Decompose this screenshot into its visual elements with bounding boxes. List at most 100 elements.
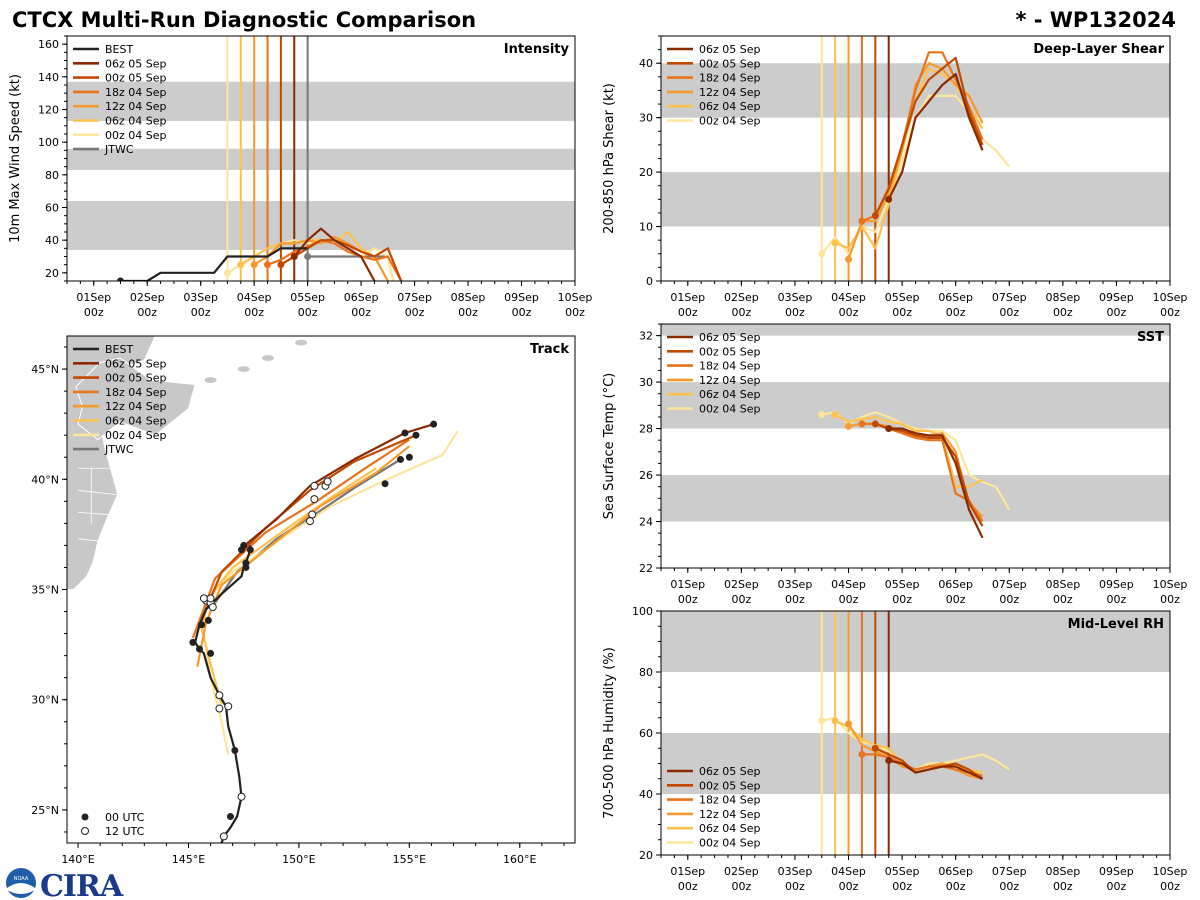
- threshold-band: [661, 324, 1170, 336]
- legend-label: 12z 04 Sep: [105, 400, 167, 413]
- legend-label: 00z 05 Sep: [699, 779, 761, 792]
- threshold-band: [661, 382, 1170, 429]
- y-axis-label: 200-850 hPa Shear (kt): [602, 83, 617, 234]
- series-line-jtwc: [209, 458, 402, 610]
- x-tick-label-hour: 00z: [1053, 880, 1073, 893]
- legend-label: 12z 04 Sep: [699, 86, 761, 99]
- legend-label: 18z 04 Sep: [105, 86, 167, 99]
- panel-title: Mid-Level RH: [1068, 617, 1164, 632]
- track-point-12utc: [215, 691, 224, 700]
- chart-rh: 20 40 60 80 100 01Sep 00z 02Sep 00z 03Sep 00z 04Sep…: [602, 605, 1187, 893]
- y-tick-label: 35°N: [31, 584, 59, 597]
- x-tick-label: 160°E: [503, 853, 536, 866]
- x-tick-label-date: 04Sep: [831, 578, 866, 591]
- noaa-logo-text: NOAA: [14, 876, 29, 882]
- series-line-18z-04-sep: [191, 438, 410, 639]
- series-line-06z-04-sep: [200, 467, 377, 705]
- x-tick-label-hour: 00z: [839, 593, 859, 606]
- legend-label: 06z 04 Sep: [699, 100, 761, 113]
- track-point-00utc: [204, 616, 212, 624]
- legend-label: JTWC: [104, 143, 134, 156]
- legend-label: 12z 04 Sep: [699, 374, 761, 387]
- track-point-00utc: [196, 645, 204, 653]
- y-tick-label: 100: [632, 605, 653, 618]
- prefecture-border: [77, 538, 98, 542]
- y-tick-label: 80: [45, 169, 59, 182]
- x-tick-label-hour: 00z: [1107, 880, 1127, 893]
- track-point-12utc: [310, 495, 319, 504]
- x-tick-label-hour: 00z: [892, 880, 912, 893]
- prefecture-border: [78, 511, 109, 515]
- figure-title: CTCX Multi-Run Diagnostic Comparison: [12, 8, 476, 32]
- y-tick-label: 0: [646, 275, 653, 288]
- storm-id: * - WP132024: [1015, 8, 1176, 32]
- track-point-12utc: [305, 517, 314, 526]
- series-start-point: [885, 756, 893, 764]
- x-tick-label-date: 09Sep: [1099, 865, 1134, 878]
- legend-label: 06z 04 Sep: [699, 822, 761, 835]
- track-point-00utc: [430, 420, 438, 428]
- x-tick-label-hour: 00z: [405, 306, 425, 319]
- series-start-point: [871, 420, 879, 428]
- x-tick-label-hour: 00z: [892, 306, 912, 319]
- series-start-point: [223, 269, 231, 277]
- y-tick-label: 100: [38, 136, 59, 149]
- series-start-point: [845, 255, 853, 263]
- series-start-point: [858, 420, 866, 428]
- y-tick-label: 30°N: [31, 694, 59, 707]
- x-tick-label-date: 05Sep: [885, 291, 920, 304]
- x-tick-label-date: 01Sep: [76, 291, 111, 304]
- legend-label: BEST: [105, 43, 133, 56]
- y-axis-label: 700-500 hPa Humidity (%): [602, 647, 617, 819]
- x-tick-label-hour: 00z: [785, 880, 805, 893]
- x-tick-label-date: 02Sep: [130, 291, 165, 304]
- x-tick-label-hour: 00z: [1160, 880, 1180, 893]
- series-line-00z-05-sep: [198, 434, 417, 626]
- chart-shear: 0 10 20 30 40 01Sep 00z 02Sep 00z 03Sep 00z 04Sep 00…: [602, 35, 1187, 319]
- x-tick-label-hour: 00z: [298, 306, 318, 319]
- x-tick-label-date: 09Sep: [1099, 578, 1134, 591]
- y-tick-label: 24: [639, 516, 653, 529]
- legend-label: 06z 04 Sep: [699, 388, 761, 401]
- track-point-12utc: [224, 702, 233, 711]
- chart-sst: 22 24 26 28 30 32 01Sep 00z 02Sep 00z 03Sep 00z 04Se…: [602, 323, 1187, 606]
- plot-area: [661, 36, 1170, 281]
- noaa-wave-icon: [7, 883, 35, 894]
- track-point-00utc: [405, 453, 413, 461]
- series-start-point: [277, 261, 285, 269]
- x-tick-label-hour: 00z: [731, 593, 751, 606]
- legend-label: 00z 04 Sep: [699, 837, 761, 850]
- legend-label: 06z 05 Sep: [699, 43, 761, 56]
- x-tick-label-hour: 00z: [946, 306, 966, 319]
- x-tick-label-date: 05Sep: [885, 865, 920, 878]
- track-point-12utc: [310, 481, 319, 490]
- x-tick-label-date: 08Sep: [1045, 865, 1080, 878]
- legend-label: BEST: [105, 343, 133, 356]
- series-start-point: [831, 239, 839, 247]
- x-tick-label-date: 06Sep: [938, 578, 973, 591]
- x-tick-label-hour: 00z: [351, 306, 371, 319]
- x-tick-label-hour: 00z: [678, 880, 698, 893]
- x-tick-label-hour: 00z: [678, 593, 698, 606]
- threshold-band: [661, 733, 1170, 794]
- x-tick-label-hour: 00z: [785, 593, 805, 606]
- track-point-00utc: [237, 546, 245, 554]
- land-kuril-island: [204, 377, 217, 384]
- legend-label: JTWC: [104, 443, 134, 456]
- x-tick-label-hour: 00z: [678, 306, 698, 319]
- legend-label: 18z 04 Sep: [105, 386, 167, 399]
- y-tick-label: 28: [639, 423, 653, 436]
- x-tick-label-date: 06Sep: [938, 291, 973, 304]
- x-tick-label-date: 02Sep: [724, 865, 759, 878]
- threshold-band: [661, 611, 1170, 672]
- x-tick-label-date: 07Sep: [992, 578, 1027, 591]
- track-point-12utc: [215, 704, 224, 713]
- series-line-06z-04-sep: [834, 413, 984, 488]
- plot-area: [661, 324, 1170, 539]
- plot-area: [67, 336, 459, 843]
- series-start-point: [116, 277, 124, 281]
- x-tick-label-hour: 00z: [1160, 593, 1180, 606]
- land-kuril-island: [261, 355, 274, 362]
